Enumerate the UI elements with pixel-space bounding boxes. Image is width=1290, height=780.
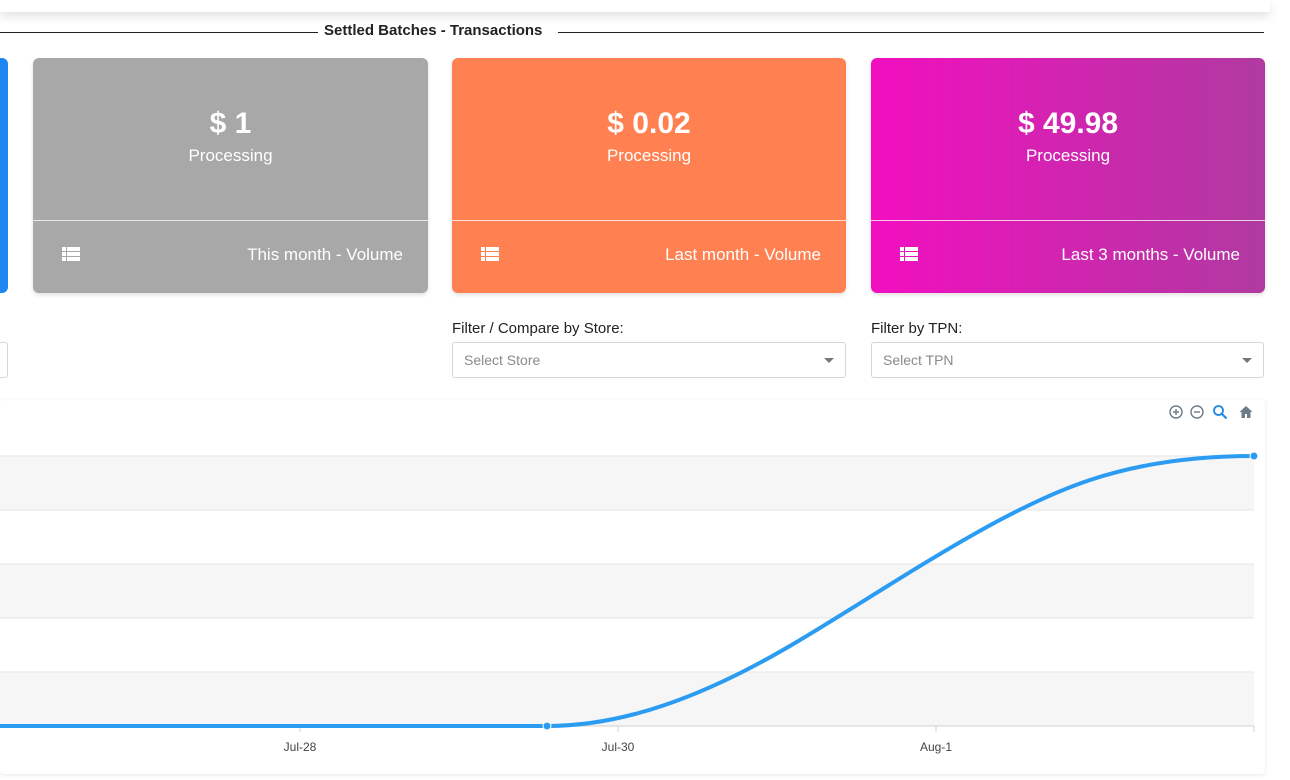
table-icon (62, 247, 80, 261)
partial-select[interactable] (0, 342, 8, 378)
x-tick-label: Jul-30 (602, 740, 635, 754)
data-point[interactable] (1249, 451, 1259, 461)
section-header: Settled Batches - Transactions (0, 22, 1264, 42)
table-icon (900, 247, 918, 261)
section-title: Settled Batches - Transactions (324, 22, 543, 39)
chevron-down-icon (1242, 358, 1252, 363)
tpn-filter-label: Filter by TPN: (871, 320, 963, 337)
stat-card-this-month: $ 1 Processing This month - Volume (33, 58, 428, 293)
store-select[interactable]: Select Store (452, 342, 846, 378)
tpn-select-placeholder: Select TPN (883, 352, 954, 368)
store-filter-label: Filter / Compare by Store: (452, 320, 624, 337)
card-footer-label: Last month - Volume (665, 245, 821, 264)
data-point[interactable] (542, 721, 552, 731)
x-tick-label: Jul-28 (284, 740, 317, 754)
top-bar-shadow (0, 0, 1270, 12)
series-line (0, 454, 1256, 728)
card-value: $ 0.02 (607, 107, 691, 140)
line-chart: Jul-28 Jul-30 Aug-1 (0, 451, 1259, 754)
card-footer-label: This month - Volume (247, 245, 403, 264)
zoom-out-icon[interactable] (1189, 404, 1205, 420)
card-status-label: Processing (606, 146, 692, 165)
header-rule-right (558, 32, 1264, 33)
card-value: $ 49.98 (1017, 107, 1119, 140)
card-divider (452, 220, 846, 221)
card-footer-label: Last 3 months - Volume (1061, 245, 1240, 264)
store-select-placeholder: Select Store (464, 352, 541, 368)
card-status-label: Processing (188, 146, 273, 165)
zoom-in-icon[interactable] (1168, 404, 1184, 420)
stat-card-last-month: $ 0.02 Processing Last month - Volume (452, 58, 846, 293)
stat-card-last-3-months: $ 49.98 Processing Last 3 months - Volum… (871, 58, 1265, 293)
reset-home-icon[interactable] (1238, 404, 1254, 420)
card-divider (33, 220, 428, 221)
card-value: $ 1 (209, 107, 252, 140)
chevron-down-icon (824, 358, 834, 363)
zoom-selection-icon[interactable] (1212, 404, 1228, 420)
grid-band (0, 564, 1254, 618)
card-divider (871, 220, 1265, 221)
card-partial-blue (0, 58, 8, 293)
card-status-label: Processing (1025, 146, 1111, 165)
grid-band (0, 456, 1254, 510)
tpn-select[interactable]: Select TPN (871, 342, 1264, 378)
x-tick-label: Aug-1 (920, 740, 952, 754)
header-rule-left (0, 32, 318, 33)
table-icon (481, 247, 499, 261)
